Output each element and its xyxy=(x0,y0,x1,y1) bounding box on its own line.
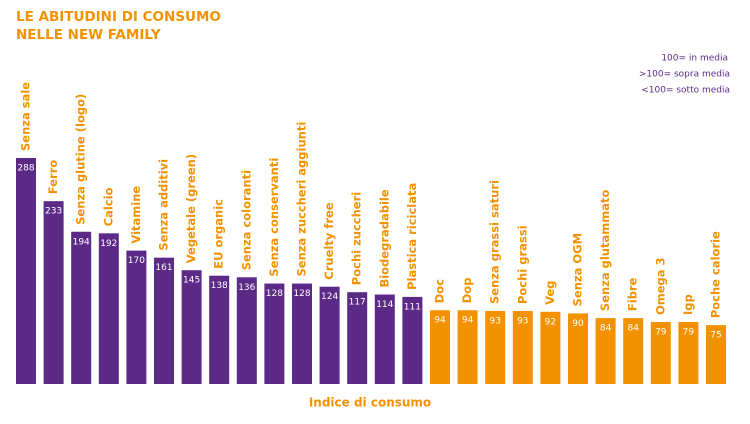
chart-title: LE ABITUDINI DI CONSUMO xyxy=(16,9,221,25)
data-label: 288 xyxy=(17,164,34,174)
data-label: 84 xyxy=(627,324,639,334)
bar xyxy=(374,294,395,384)
category-label: Pochi zuccheri xyxy=(350,192,364,285)
data-label: 192 xyxy=(100,239,117,249)
bar xyxy=(430,310,450,384)
bar xyxy=(236,277,257,384)
bar xyxy=(264,283,285,384)
bar xyxy=(347,292,368,384)
annotation: >100= sopra media xyxy=(639,70,730,80)
data-label: 124 xyxy=(321,292,338,302)
category-label: Vitamine xyxy=(129,186,143,244)
category-label: Senza coloranti xyxy=(239,170,253,270)
data-label: 233 xyxy=(45,207,62,217)
category-label: Senza zuccheri aggiunti xyxy=(295,122,309,277)
bar xyxy=(292,283,312,384)
category-label: Plastica riciclata xyxy=(405,183,419,290)
data-label: 111 xyxy=(404,302,421,312)
category-label: Veg xyxy=(543,280,557,304)
category-label: Senza OGM xyxy=(571,233,585,306)
bar xyxy=(595,318,616,384)
data-label: 145 xyxy=(183,276,200,286)
category-label: Ferro xyxy=(46,160,60,195)
category-label: EU organic xyxy=(212,199,226,269)
data-label: 138 xyxy=(211,281,228,291)
data-label: 94 xyxy=(462,316,474,326)
bar xyxy=(154,257,174,384)
bar xyxy=(181,270,202,384)
data-label: 94 xyxy=(434,316,446,326)
data-label: 90 xyxy=(572,319,584,329)
bar xyxy=(568,313,588,384)
bar xyxy=(512,311,533,384)
category-label: Igp xyxy=(681,294,695,315)
category-label: Poche calorie xyxy=(709,231,723,318)
chart-title: NELLE NEW FAMILY xyxy=(16,27,161,43)
bar xyxy=(623,318,644,384)
bar xyxy=(457,310,478,384)
category-label: Senza glutammato xyxy=(598,190,612,312)
data-label: 79 xyxy=(683,328,695,338)
bar xyxy=(43,201,64,384)
x-axis-label: Indice di consumo xyxy=(309,396,431,410)
category-label: Pochi grassi xyxy=(515,225,529,304)
category-label: Senza glutine (logo) xyxy=(74,94,88,225)
data-label: 170 xyxy=(128,256,145,266)
category-label: Vegetale (green) xyxy=(184,154,198,263)
category-label: Omega 3 xyxy=(653,257,667,315)
bar xyxy=(71,231,92,384)
bar xyxy=(485,311,506,384)
category-label: Doc xyxy=(433,279,447,303)
data-label: 92 xyxy=(545,317,556,327)
bar xyxy=(678,322,699,384)
data-label: 136 xyxy=(238,283,255,293)
bar xyxy=(319,286,340,384)
data-label: 114 xyxy=(376,300,393,310)
category-label: Biodegradabile xyxy=(377,189,391,287)
data-label: 84 xyxy=(600,324,612,334)
category-label: Dop xyxy=(460,278,474,304)
data-label: 117 xyxy=(349,298,366,308)
category-label: Calcio xyxy=(101,187,115,226)
bar xyxy=(126,250,147,384)
bar xyxy=(540,311,561,384)
category-label: Senza conservanti xyxy=(267,158,281,277)
bar xyxy=(98,233,119,384)
bar xyxy=(650,322,671,384)
annotation: 100= in media xyxy=(661,54,728,64)
data-label: 161 xyxy=(155,263,172,273)
category-label: Senza sale xyxy=(19,82,33,151)
category-label: Senza additivi xyxy=(157,159,171,251)
data-label: 79 xyxy=(655,328,667,338)
data-label: 194 xyxy=(73,237,90,247)
category-label: Fibre xyxy=(626,277,640,311)
data-label: 93 xyxy=(489,317,500,327)
bar xyxy=(402,296,423,384)
bar xyxy=(16,158,36,384)
bar xyxy=(706,325,726,384)
annotation: <100= sotto media xyxy=(641,86,730,96)
data-label: 75 xyxy=(710,331,721,341)
category-label: Cruelty free xyxy=(322,202,336,280)
data-label: 128 xyxy=(266,289,283,299)
data-label: 93 xyxy=(517,317,528,327)
bar xyxy=(209,275,230,384)
data-label: 128 xyxy=(293,289,310,299)
category-label: Senza grassi saturi xyxy=(488,180,502,304)
